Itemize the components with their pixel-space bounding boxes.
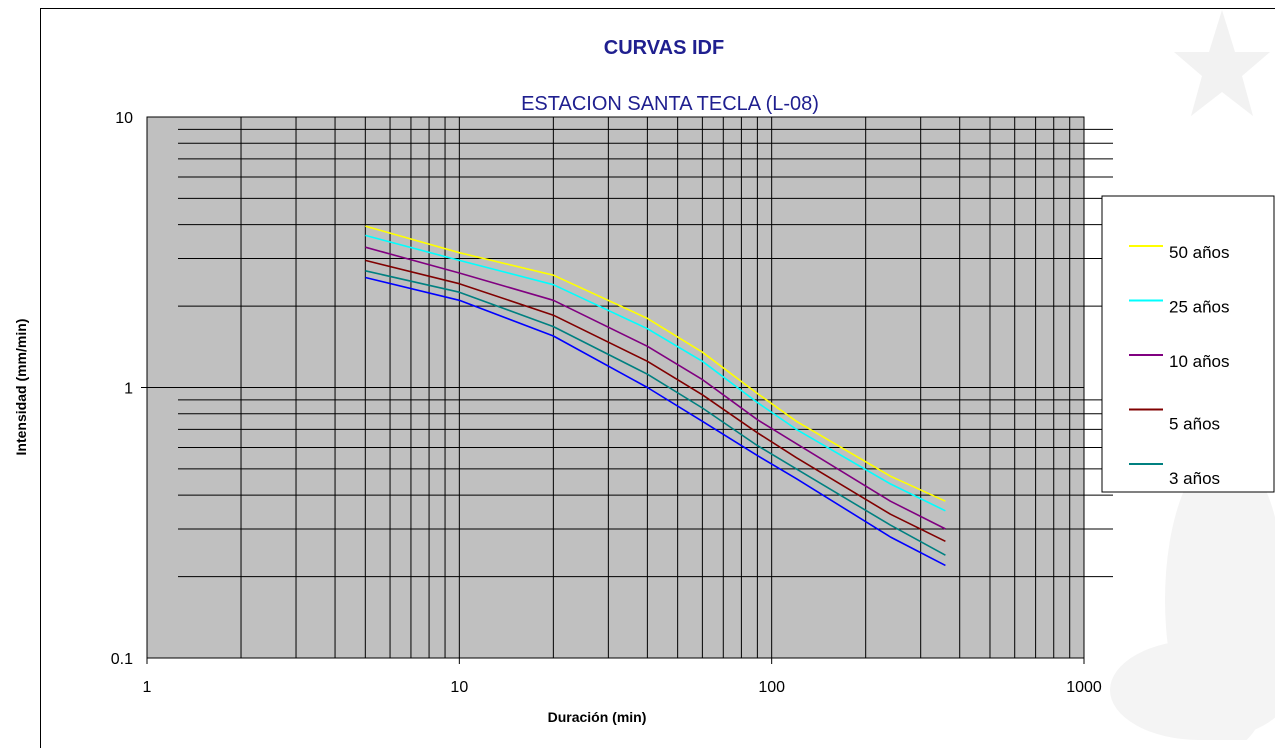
x-tick-label: 1000 (1066, 679, 1102, 696)
chart-frame (40, 8, 1275, 748)
y-tick-label: 0.1 (111, 651, 133, 668)
legend-label: 3 años (1169, 469, 1220, 488)
series-line (365, 276, 946, 567)
series-line (365, 259, 946, 543)
legend-label: 50 años (1169, 243, 1230, 262)
series-line (365, 246, 946, 530)
watermark-leaves-2 (1110, 640, 1275, 740)
x-tick-label: 10 (450, 679, 468, 696)
chart-subtitle: ESTACION SANTA TECLA (L-08) (521, 93, 819, 115)
x-tick-label: 1 (143, 679, 152, 696)
watermark-star (1174, 10, 1270, 116)
series-line (365, 225, 946, 502)
chart-title: CURVAS IDF (604, 37, 724, 59)
legend-label: 10 años (1169, 352, 1230, 371)
y-axis-label: Intensidad (mm/min) (13, 319, 29, 456)
series-lines (365, 225, 946, 567)
legend: 50 años 25 años 10 años 5 años 3 años 2 años (1101, 195, 1275, 543)
y-tick-label: 10 (115, 110, 133, 127)
legend-label: 25 años (1169, 298, 1230, 317)
series-line (365, 270, 946, 556)
grid-lines (141, 117, 1113, 658)
x-tick-label: 100 (758, 679, 785, 696)
axis-ticks: 1 10 100 1000 0.1 1 10 (111, 110, 1102, 696)
legend-box (1101, 195, 1275, 493)
legend-label: 5 años (1169, 415, 1220, 434)
y-tick-label: 1 (124, 381, 133, 398)
x-axis-label: Duración (min) (548, 709, 647, 725)
legend-label: 2 años (1169, 524, 1220, 543)
series-line (365, 234, 946, 512)
legend-entries: 50 años 25 años 10 años 5 años 3 años 2 años (1129, 243, 1230, 543)
